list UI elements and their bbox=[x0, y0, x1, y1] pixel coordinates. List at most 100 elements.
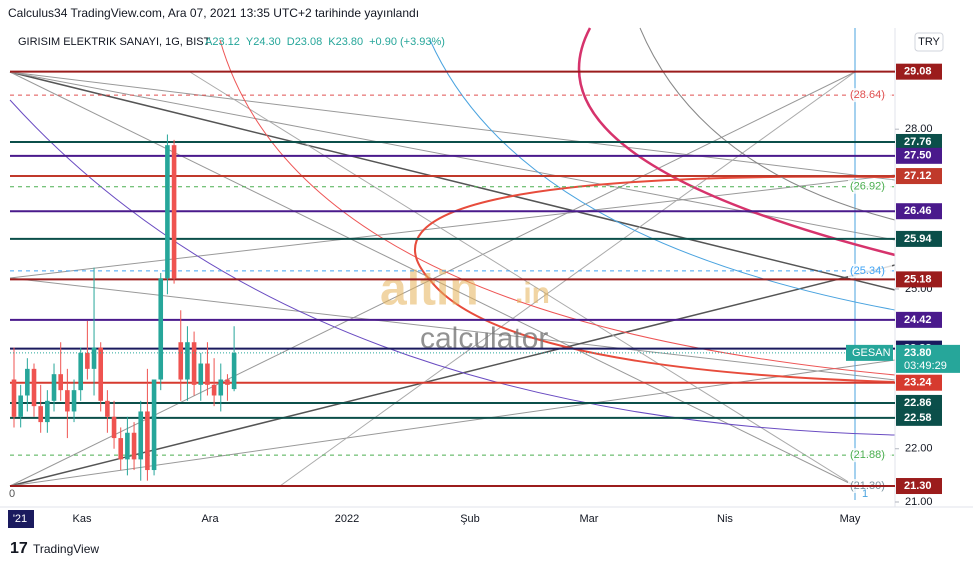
symbol-badge bbox=[846, 344, 893, 361]
dashed-level-bg bbox=[848, 179, 892, 194]
candle-body bbox=[18, 395, 23, 417]
ohlc-value: D23.08 bbox=[287, 36, 322, 48]
symbol: GIRISIM ELEKTRIK SANAYI, 1G, BIST bbox=[18, 36, 211, 48]
level-badge bbox=[896, 230, 942, 247]
candle-body bbox=[11, 379, 17, 417]
candle-body bbox=[25, 368, 30, 396]
level-label: 27.76 bbox=[904, 136, 932, 148]
level-badge bbox=[896, 409, 942, 426]
fan-line bbox=[9, 174, 896, 279]
arc bbox=[577, 27, 896, 257]
level-label: 23.24 bbox=[904, 377, 932, 389]
fan-label: 1 bbox=[862, 488, 868, 500]
fan-line bbox=[9, 71, 896, 181]
level-label: 25.18 bbox=[904, 273, 932, 285]
level-label: 27.50 bbox=[904, 150, 932, 162]
candle-body bbox=[58, 374, 63, 391]
symbol-name: GESAN bbox=[852, 347, 891, 359]
dashed-level-label: (26.92) bbox=[850, 181, 885, 193]
arc bbox=[429, 39, 896, 311]
candle-body bbox=[98, 347, 104, 401]
candle-body bbox=[71, 390, 77, 412]
candle-body bbox=[51, 374, 57, 401]
dashed-level-bg bbox=[848, 263, 892, 278]
candle-body bbox=[191, 342, 197, 385]
candle-body bbox=[85, 352, 90, 369]
candle-body bbox=[185, 342, 190, 380]
header: Calculus34 TradingView.com, Ara 07, 2021… bbox=[8, 6, 419, 20]
level-label: 25.94 bbox=[904, 233, 932, 245]
level-badge bbox=[896, 168, 942, 185]
arc bbox=[219, 39, 896, 376]
candle-body bbox=[158, 278, 164, 380]
x-tick-label: 2022 bbox=[335, 513, 359, 525]
candle-body bbox=[125, 432, 130, 460]
dashed-level-label: (21.88) bbox=[850, 449, 885, 461]
candle-body bbox=[138, 411, 144, 460]
candle-body bbox=[171, 145, 177, 279]
level-badge bbox=[896, 394, 942, 411]
x-tick-badge bbox=[8, 510, 34, 528]
dashed-level-bg bbox=[848, 448, 892, 463]
ohlc-value: K23.80 bbox=[328, 36, 363, 48]
ohlc-value: +0.90 (+3.93%) bbox=[369, 36, 445, 48]
candle-body bbox=[225, 379, 230, 385]
watermark-suffix: .in bbox=[515, 277, 550, 310]
candle-body bbox=[231, 352, 237, 390]
candle-body bbox=[31, 368, 37, 407]
dashed-level-label: (25.34) bbox=[850, 265, 885, 277]
candle-body bbox=[91, 347, 97, 369]
level-label: 24.42 bbox=[904, 314, 932, 326]
fan-line bbox=[9, 359, 896, 487]
dashed-level-label: (28.64) bbox=[850, 89, 885, 101]
level-label: 26.46 bbox=[904, 205, 932, 217]
level-label: 27.12 bbox=[904, 170, 932, 182]
x-tick-label: Ara bbox=[201, 513, 219, 525]
level-badge bbox=[896, 311, 942, 328]
y-tick-label: 22.00 bbox=[905, 443, 933, 455]
candle-body bbox=[151, 379, 157, 471]
candle-body bbox=[218, 379, 224, 396]
candle-body bbox=[38, 406, 43, 423]
level-badge bbox=[896, 271, 942, 288]
level-badge bbox=[896, 374, 942, 391]
level-badge bbox=[896, 478, 942, 495]
ohlc-value: Y24.30 bbox=[246, 36, 281, 48]
currency[interactable]: TRY bbox=[918, 36, 940, 48]
y-tick-label: 21.00 bbox=[905, 496, 933, 508]
candle-body bbox=[105, 400, 110, 417]
level-badge bbox=[896, 203, 942, 220]
candle-body bbox=[111, 416, 117, 439]
x-tick-label: Nis bbox=[717, 513, 733, 525]
x-tick-label: May bbox=[840, 513, 861, 525]
x-tick-label: Kas bbox=[73, 513, 92, 525]
level-badge bbox=[896, 133, 942, 150]
countdown: 03:49:29 bbox=[904, 360, 947, 372]
candle-body bbox=[118, 438, 124, 460]
candle-body bbox=[205, 363, 210, 385]
x-tick-label: Mar bbox=[580, 513, 599, 525]
level-label: 29.08 bbox=[904, 66, 932, 78]
candle-body bbox=[45, 400, 50, 423]
watermark-sub: calculator bbox=[420, 322, 548, 355]
level-badge bbox=[896, 147, 942, 164]
candle-body bbox=[78, 352, 83, 391]
level-label: 21.30 bbox=[904, 480, 932, 492]
logo-mark: 17 bbox=[10, 540, 28, 557]
x-tick-label: Şub bbox=[460, 513, 480, 525]
currency-button[interactable] bbox=[914, 32, 944, 52]
candle-body bbox=[165, 145, 170, 279]
arc bbox=[639, 27, 896, 221]
level-badge bbox=[896, 63, 942, 80]
watermark-brand: altin bbox=[380, 263, 479, 316]
ohlc-value: A23.12 bbox=[205, 36, 240, 48]
candle-body bbox=[178, 342, 184, 380]
last-badge bbox=[896, 344, 960, 373]
level-label: 22.86 bbox=[904, 397, 932, 409]
fan-line bbox=[9, 277, 896, 381]
candle-body bbox=[65, 390, 70, 412]
arc bbox=[413, 175, 896, 383]
dashed-level-bg bbox=[848, 88, 892, 103]
candle-body bbox=[211, 384, 217, 396]
